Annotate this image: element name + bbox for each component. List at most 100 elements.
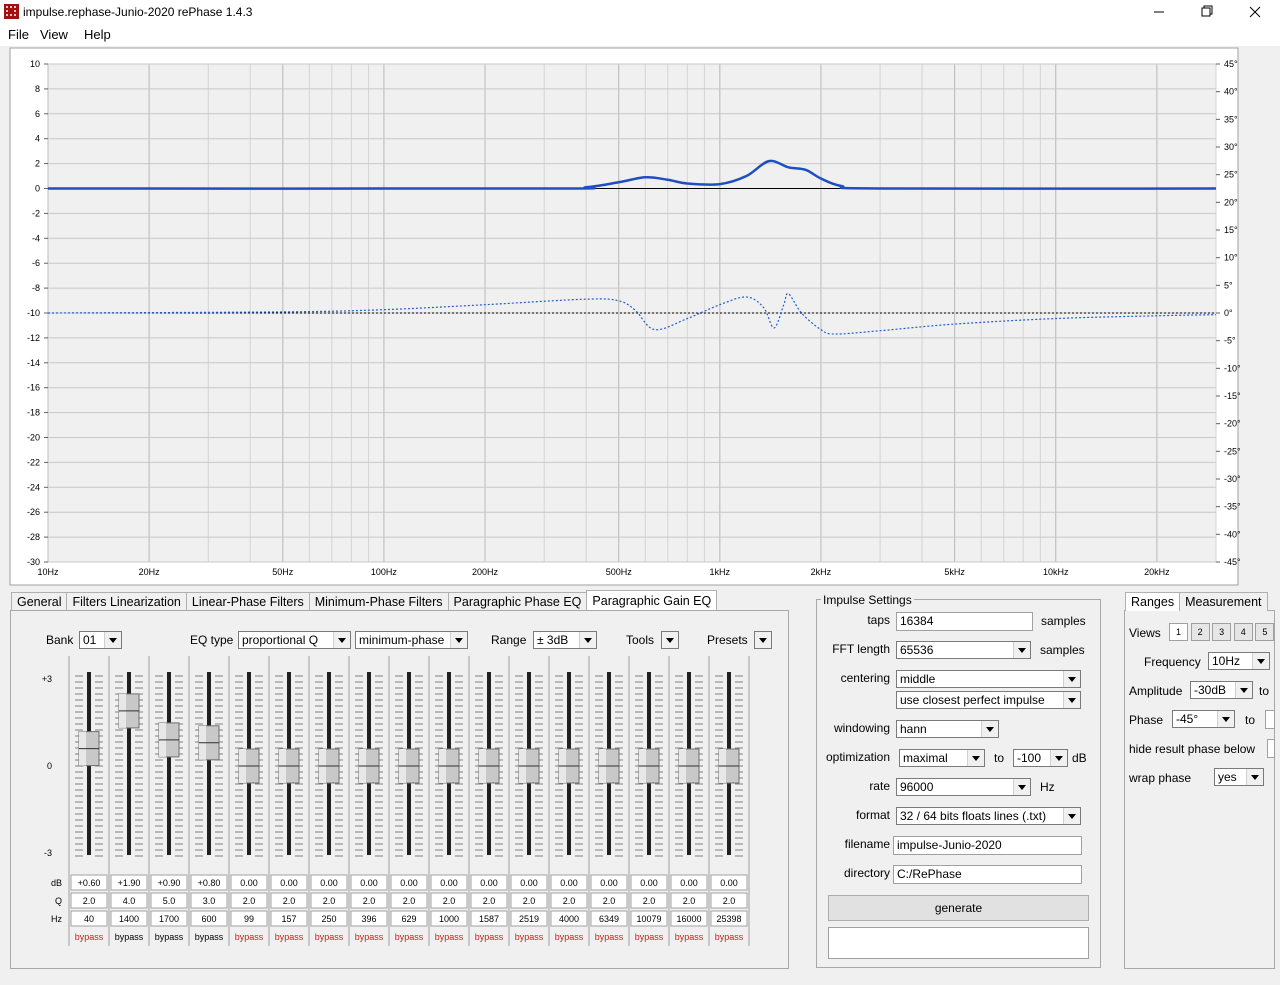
window-title: impulse.rephase-Junio-2020 rePhase 1.4.3 (23, 5, 253, 19)
value-box (270, 874, 308, 891)
combo[interactable]: -30dB (1190, 681, 1253, 699)
label: Bank (46, 633, 74, 647)
tab[interactable]: General (11, 592, 68, 611)
bypass-button: bypass (275, 932, 304, 942)
row-label: Q (55, 896, 62, 906)
value-box (350, 910, 388, 927)
value-box (190, 892, 228, 909)
text-box[interactable]: C:/RePhase (893, 865, 1082, 884)
value-box (710, 874, 748, 891)
tab[interactable]: Paragraphic Gain EQ (586, 590, 718, 611)
bypass-button: bypass (115, 932, 144, 942)
y2-tick-label: 20° (1224, 197, 1238, 207)
label: rate (869, 779, 890, 793)
q-value: 2.0 (563, 896, 576, 906)
text-box[interactable] (1265, 710, 1275, 729)
view-button[interactable]: 4 (1233, 623, 1253, 641)
view-button[interactable]: 5 (1255, 623, 1275, 641)
x-tick-label: 10kHz (1043, 567, 1069, 577)
x-tick-label: 10Hz (37, 567, 59, 577)
generate-button[interactable]: generate (828, 895, 1089, 921)
combo[interactable]: maximal (899, 749, 985, 767)
dropdown-button[interactable] (754, 631, 772, 649)
value-box (590, 874, 628, 891)
label: Phase (1129, 713, 1164, 727)
value-box (550, 874, 588, 891)
slider-track (207, 672, 211, 855)
value-box (150, 892, 188, 909)
q-value: 2.0 (603, 896, 616, 906)
label: Presets (707, 633, 748, 647)
text-box[interactable]: 16384 (896, 612, 1033, 631)
value-box (230, 892, 268, 909)
bypass-button: bypass (635, 932, 664, 942)
label: Amplitude (1129, 684, 1183, 698)
y2-tick-label: 30° (1224, 142, 1238, 152)
y2-tick-label: 35° (1224, 114, 1238, 124)
combo[interactable]: middle (896, 670, 1081, 688)
view-button[interactable]: 1 (1169, 623, 1188, 641)
tab[interactable]: Measurement (1179, 592, 1268, 611)
q-value: 2.0 (643, 896, 656, 906)
tab[interactable]: Filters Linearization (66, 592, 187, 611)
y-tick-label: 10 (30, 59, 40, 69)
value-box (190, 874, 228, 891)
view-button[interactable]: 3 (1212, 623, 1232, 641)
combo[interactable]: -45° (1172, 710, 1235, 728)
hz-value: 600 (201, 914, 216, 924)
y2-tick-label: 0° (1224, 308, 1233, 318)
gain-value: 0.00 (400, 878, 418, 888)
combo[interactable]: use closest perfect impulse (896, 691, 1081, 709)
slider-track (127, 672, 131, 855)
x-tick-label: 1kHz (710, 567, 731, 577)
group-box (816, 599, 1101, 968)
gain-value: 0.00 (280, 878, 298, 888)
combo[interactable]: ± 3dB (533, 631, 597, 649)
hz-value: 10079 (636, 914, 661, 924)
value-box (150, 874, 188, 891)
combo[interactable]: -100 (1013, 749, 1068, 767)
gain-value: 0.00 (680, 878, 698, 888)
bypass-button: bypass (595, 932, 624, 942)
gain-value: 0.00 (520, 878, 538, 888)
view-button[interactable]: 2 (1190, 623, 1210, 641)
text-box[interactable]: impulse-Junio-2020 (893, 836, 1082, 855)
hz-value: 25398 (716, 914, 741, 924)
label: Frequency (1144, 655, 1201, 669)
menu-item[interactable]: View (40, 27, 68, 42)
y2-tick-label: -40° (1224, 529, 1241, 539)
hz-value: 2519 (519, 914, 539, 924)
combo[interactable]: proportional Q (238, 631, 351, 649)
y-tick-label: -28 (27, 532, 40, 542)
combo[interactable]: 65536 (896, 641, 1031, 659)
bypass-button: bypass (235, 932, 264, 942)
tab[interactable]: Ranges (1125, 592, 1181, 611)
label: taps (867, 613, 890, 627)
combo[interactable]: 01 (79, 631, 122, 649)
combo[interactable]: 10Hz (1208, 652, 1270, 670)
combo[interactable]: 32 / 64 bits floats lines (.txt) (896, 807, 1081, 825)
hz-value: 99 (244, 914, 254, 924)
slider-scale-label: 0 (47, 761, 52, 771)
x-tick-label: 50Hz (272, 567, 294, 577)
row-label: dB (51, 878, 62, 888)
y-tick-label: -10 (27, 308, 40, 318)
window-controls[interactable] (1140, 0, 1280, 24)
combo[interactable]: hann (896, 720, 999, 738)
combo[interactable]: yes (1214, 768, 1264, 786)
value-box (270, 910, 308, 927)
combo[interactable]: 96000 (896, 778, 1031, 796)
label: to (1259, 684, 1270, 698)
menu-item[interactable]: Help (84, 27, 111, 42)
menu-item[interactable]: File (8, 27, 29, 42)
dropdown-button[interactable] (661, 631, 679, 649)
tab[interactable]: Linear-Phase Filters (185, 592, 310, 611)
text-box[interactable] (1267, 739, 1275, 758)
tab[interactable]: Minimum-Phase Filters (308, 592, 449, 611)
combo[interactable]: minimum-phase (355, 631, 468, 649)
value-box (670, 910, 708, 927)
y-tick-label: -4 (32, 233, 40, 243)
label: EQ type (190, 633, 234, 647)
label: optimization (825, 750, 890, 764)
tab[interactable]: Paragraphic Phase EQ (447, 592, 588, 611)
